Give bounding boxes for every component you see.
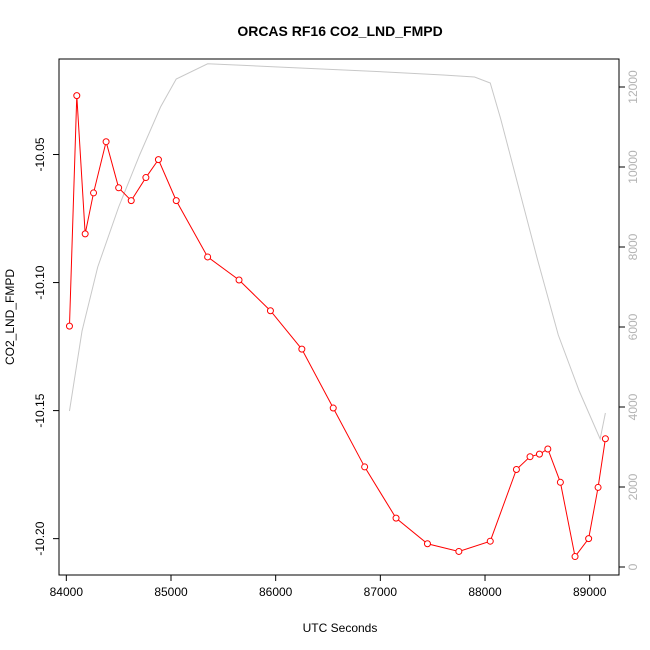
data-point xyxy=(204,253,212,261)
data-point xyxy=(235,276,243,284)
data-point xyxy=(526,453,534,461)
x-tick-label: 86000 xyxy=(259,585,293,599)
y2-tick-label: 10000 xyxy=(626,150,640,184)
data-point xyxy=(486,537,494,545)
x-tick-label: 87000 xyxy=(364,585,398,599)
data-point xyxy=(266,307,274,315)
y2-tick-label: 4000 xyxy=(626,393,640,420)
series-layer xyxy=(65,63,609,561)
data-point xyxy=(298,345,306,353)
x-axis-label: UTC Seconds xyxy=(303,621,378,635)
x-tick-label: 85000 xyxy=(154,585,188,599)
y2-tick-label: 8000 xyxy=(626,233,640,260)
plot-frame xyxy=(58,58,620,576)
y2-tick-label: 12000 xyxy=(626,70,640,104)
data-point xyxy=(154,156,162,164)
data-point xyxy=(65,322,73,330)
data-point xyxy=(73,92,81,100)
x-tick-label: 84000 xyxy=(50,585,84,599)
y-tick-label: -10.20 xyxy=(33,521,47,555)
data-point xyxy=(361,463,369,471)
data-point xyxy=(392,514,400,522)
data-point xyxy=(90,189,98,197)
data-point xyxy=(81,230,89,238)
y2-tick-label: 2000 xyxy=(626,473,640,500)
data-point xyxy=(102,138,110,146)
data-point xyxy=(512,466,520,473)
y-tick-label: -10.05 xyxy=(33,137,47,171)
left-series-line xyxy=(68,95,606,558)
data-point xyxy=(556,478,564,486)
x-tick-label: 88000 xyxy=(468,585,502,599)
data-point xyxy=(601,435,609,443)
y-tick-label: -10.10 xyxy=(33,265,47,299)
right-series-line xyxy=(68,63,606,441)
data-point xyxy=(127,197,135,205)
y-axis-label: CO2_LND_FMPD xyxy=(3,269,17,365)
data-point xyxy=(535,450,543,458)
data-point xyxy=(455,547,463,555)
data-point xyxy=(172,197,180,205)
x-tick-label: 89000 xyxy=(573,585,607,599)
chart-title: ORCAS RF16 CO2_LND_FMPD xyxy=(237,23,442,39)
data-point xyxy=(142,174,150,182)
y2-tick-label: 6000 xyxy=(626,313,640,340)
axis-layer: 84000 85000 86000 87000 88000 89000 -10.05 -10.… xyxy=(33,70,640,599)
y-tick-label: -10.15 xyxy=(33,393,47,427)
data-point xyxy=(423,540,431,548)
data-point xyxy=(571,553,579,561)
data-point xyxy=(329,404,337,412)
data-point xyxy=(115,184,123,192)
data-point xyxy=(585,535,593,543)
data-point xyxy=(594,483,602,491)
data-point xyxy=(544,445,552,453)
y2-tick-label: 0 xyxy=(626,563,640,570)
